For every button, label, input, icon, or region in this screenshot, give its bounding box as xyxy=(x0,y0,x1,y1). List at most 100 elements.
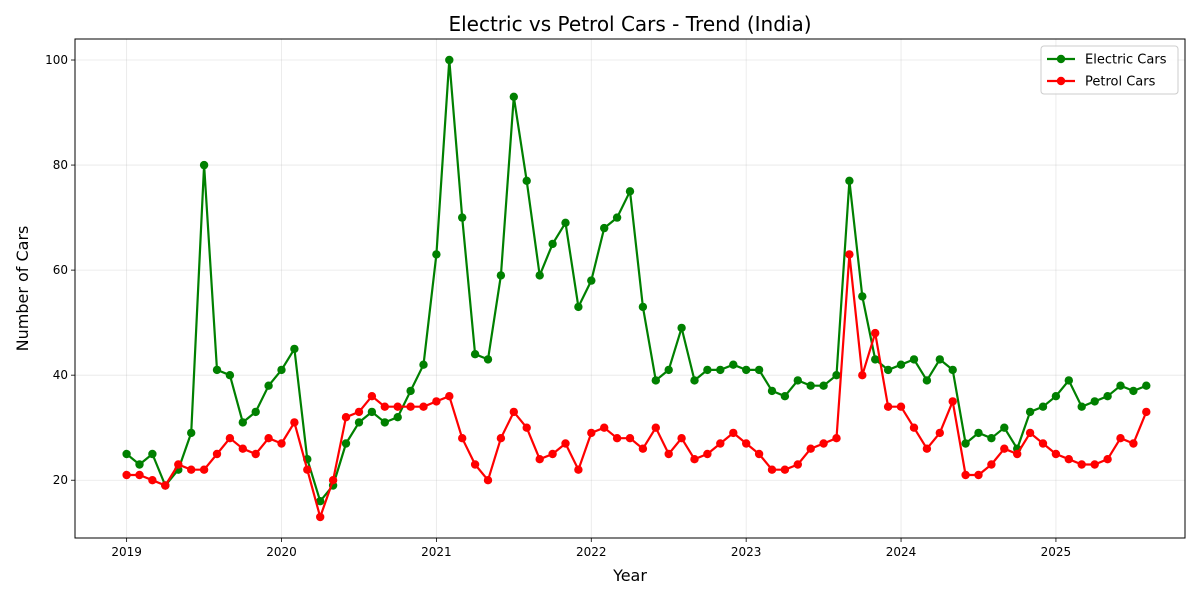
y-tick-label: 80 xyxy=(53,158,68,172)
data-point xyxy=(509,92,518,102)
data-point xyxy=(922,376,932,385)
data-point xyxy=(987,434,996,443)
data-point xyxy=(677,323,686,333)
data-point xyxy=(716,439,725,448)
data-point xyxy=(612,434,622,443)
data-point xyxy=(561,439,570,448)
data-point xyxy=(225,371,235,380)
data-point xyxy=(1000,423,1009,432)
y-axis-ticks: 20 40 60 80 100 xyxy=(45,53,75,487)
data-point xyxy=(251,449,260,459)
data-point xyxy=(703,449,712,459)
data-point xyxy=(716,365,725,375)
data-point xyxy=(896,360,906,369)
data-point xyxy=(754,449,764,459)
data-point xyxy=(161,481,170,490)
data-point xyxy=(780,392,790,401)
data-point xyxy=(290,344,299,354)
data-point xyxy=(174,460,183,469)
data-point xyxy=(1090,397,1099,406)
data-point xyxy=(316,512,325,522)
data-point xyxy=(638,444,648,453)
data-point xyxy=(432,397,441,406)
data-point xyxy=(238,418,247,427)
data-point xyxy=(574,302,583,312)
data-point xyxy=(729,428,738,438)
data-point xyxy=(238,444,247,453)
data-point xyxy=(445,392,454,401)
data-point xyxy=(587,428,596,438)
data-point xyxy=(445,55,454,65)
legend-label: Electric Cars xyxy=(1085,53,1167,68)
data-point xyxy=(922,444,932,453)
data-point xyxy=(664,449,673,459)
x-axis-label: Year xyxy=(612,566,647,585)
data-point xyxy=(909,423,919,432)
data-point xyxy=(187,428,196,438)
data-point xyxy=(1051,392,1061,401)
data-point xyxy=(1129,439,1138,448)
data-point xyxy=(406,386,415,396)
x-tick-label: 2020 xyxy=(266,545,297,559)
data-point xyxy=(561,218,570,227)
data-point xyxy=(883,365,893,375)
data-point xyxy=(341,413,351,422)
data-point xyxy=(419,360,428,369)
data-point xyxy=(625,434,635,443)
data-point xyxy=(1025,407,1035,417)
data-point xyxy=(677,434,686,443)
data-point xyxy=(935,428,944,438)
data-point xyxy=(974,470,983,480)
data-point xyxy=(535,271,544,280)
data-point xyxy=(354,418,364,427)
data-point xyxy=(483,355,493,364)
x-tick-label: 2025 xyxy=(1041,545,1072,559)
data-point xyxy=(587,276,596,285)
series-0 xyxy=(122,55,1151,506)
data-point xyxy=(742,439,751,448)
data-point xyxy=(212,365,222,375)
legend-swatch-marker xyxy=(1056,76,1066,86)
data-point xyxy=(470,460,480,469)
grid xyxy=(75,39,1185,538)
data-point xyxy=(122,449,131,459)
plot-frame xyxy=(74,38,1186,539)
data-point xyxy=(974,428,983,438)
data-point xyxy=(948,397,957,406)
data-point xyxy=(806,444,815,453)
x-axis-ticks: 2019 2020 2021 2022 2023 2024 2025 xyxy=(111,538,1071,559)
data-point xyxy=(651,423,660,432)
data-point xyxy=(199,465,209,474)
data-point xyxy=(754,365,764,375)
data-point xyxy=(819,439,828,448)
data-point xyxy=(625,187,635,196)
data-point xyxy=(393,413,402,422)
y-tick-label: 40 xyxy=(53,368,68,382)
data-point xyxy=(793,460,802,469)
data-point xyxy=(148,476,157,485)
data-point xyxy=(1090,460,1099,469)
data-point xyxy=(1077,460,1086,469)
data-point xyxy=(935,355,944,364)
data-point xyxy=(651,376,660,385)
x-tick-label: 2022 xyxy=(576,545,607,559)
data-point xyxy=(522,423,531,432)
data-point xyxy=(767,386,777,396)
data-point xyxy=(212,449,222,459)
data-point xyxy=(1129,386,1138,396)
series-1 xyxy=(122,250,1151,522)
data-point xyxy=(793,376,802,385)
data-point xyxy=(496,434,506,443)
data-point xyxy=(1038,402,1048,411)
data-point xyxy=(1116,434,1125,443)
data-point xyxy=(1038,439,1048,448)
series-layer xyxy=(122,55,1151,522)
data-point xyxy=(316,497,325,506)
data-point xyxy=(832,371,841,380)
data-point xyxy=(380,418,389,427)
data-point xyxy=(664,365,673,375)
x-tick-label: 2021 xyxy=(421,545,452,559)
data-point xyxy=(1142,381,1151,390)
data-point xyxy=(896,402,906,411)
